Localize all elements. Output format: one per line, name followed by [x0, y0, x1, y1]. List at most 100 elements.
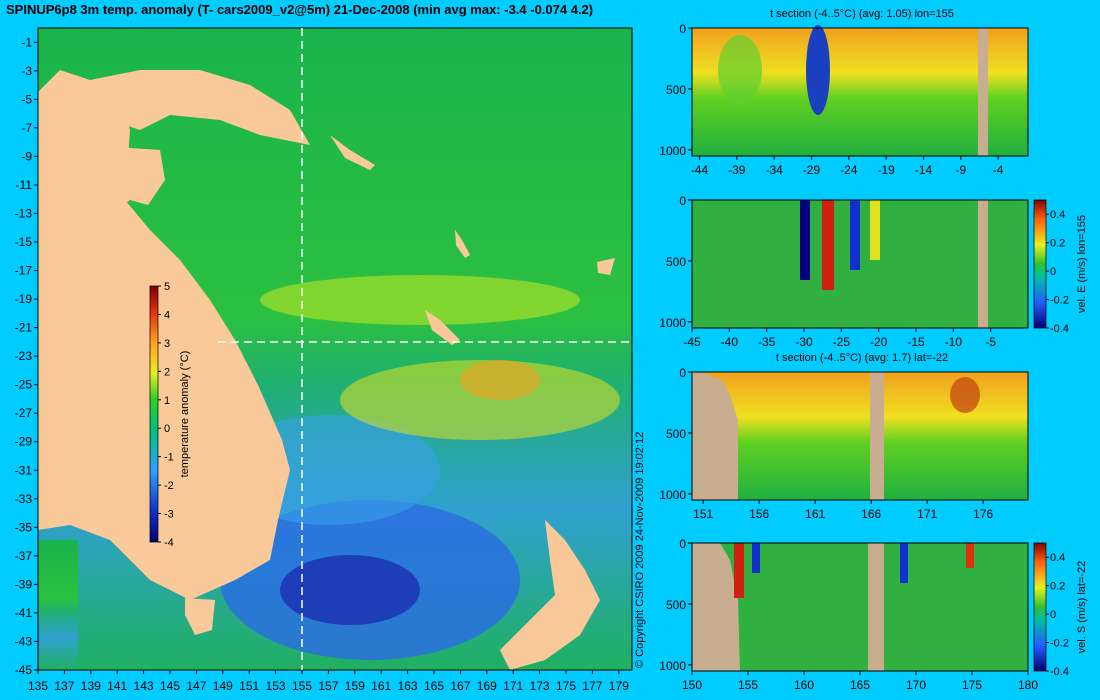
t-section-lon-panel: t section (-4..5°C) (avg: 1.05) lon=155 … — [659, 8, 1029, 177]
t-section-lat-title: t section (-4..5°C) (avg: 1.7) lat=-22 — [776, 352, 948, 364]
section-x-tick-label: -19 — [877, 163, 895, 177]
section-colorbar-tick-label: 0.2 — [1050, 581, 1065, 593]
cold-anomaly-core — [280, 555, 420, 625]
map-y-tick-label: -39 — [15, 577, 33, 591]
section-x-tick-label: -15 — [907, 335, 925, 349]
cold-core-feature — [806, 25, 830, 115]
t-section-lat-x-ticks: 151 156 161 166 171 176 — [693, 500, 994, 521]
t-section-lon-frame — [691, 27, 1029, 157]
section-x-tick-label: -35 — [758, 335, 776, 349]
northward-flow — [966, 543, 974, 568]
map-y-tick-label: -41 — [15, 606, 33, 620]
vel-e-colorbar-ticks: 0.4 0.2 0 -0.2 -0.4 — [1046, 209, 1069, 335]
map-x-tick-label: 147 — [186, 679, 206, 693]
map-y-tick-label: -37 — [15, 549, 33, 563]
southward-flow — [752, 543, 760, 573]
section-x-tick-label: 150 — [682, 678, 702, 692]
map-y-tick-label: -15 — [15, 235, 33, 249]
map-y-tick-label: -11 — [16, 178, 33, 192]
vel-s-colorbar — [1033, 542, 1047, 672]
map-y-tick-label: -45 — [15, 663, 33, 677]
section-x-tick-label: 175 — [962, 678, 982, 692]
section-x-tick-label: 166 — [861, 507, 881, 521]
westward-jet — [800, 200, 810, 280]
map-y-tick-label: -19 — [15, 292, 33, 306]
section-y-tick-label: 0 — [679, 537, 686, 551]
map-y-tick-label: -7 — [21, 121, 32, 135]
t-section-lon-title: t section (-4..5°C) (avg: 1.05) lon=155 — [770, 8, 954, 20]
colorbar-tick-label: -1 — [164, 452, 174, 464]
colorbar-tick-label: -2 — [164, 480, 174, 492]
map-x-tick-label: 167 — [450, 679, 470, 693]
green-column-feature — [718, 35, 762, 105]
eastward-jet — [822, 200, 834, 290]
vel-s-colorbar-ticks: 0.4 0.2 0 -0.2 -0.4 — [1046, 552, 1069, 678]
map-x-tick-label: 137 — [54, 679, 74, 693]
section-x-tick-label: -34 — [765, 163, 783, 177]
map-plot: 135 137 139 141 143 145 147 149 151 153 155 157 159 1… — [15, 27, 633, 693]
map-y-tick-label: -1 — [21, 35, 32, 49]
vel-e-y-ticks: 0 500 1000 — [659, 194, 692, 330]
section-colorbar-tick-label: -0.2 — [1050, 638, 1069, 650]
section-x-tick-label: 155 — [738, 678, 758, 692]
new-guinea-land — [90, 70, 310, 145]
map-x-tick-label: 145 — [160, 679, 180, 693]
t-section-lat-panel: t section (-4..5°C) (avg: 1.7) lat=-22 1… — [659, 352, 1029, 521]
section-x-tick-label: -24 — [840, 163, 858, 177]
vel-e-frame — [691, 199, 1029, 329]
section-x-tick-label: -9 — [955, 163, 966, 177]
map-x-tick-label: 153 — [266, 679, 286, 693]
map-colorbar-ticks: 5 4 3 2 1 0 -1 -2 -3 -4 — [158, 281, 174, 549]
map-y-tick-label: -33 — [15, 492, 33, 506]
section-x-tick-label: 171 — [917, 507, 937, 521]
section-x-tick-label: -40 — [721, 335, 739, 349]
map-y-tick-label: -31 — [15, 463, 33, 477]
section-y-tick-label: 500 — [666, 255, 686, 269]
section-colorbar-tick-label: 0 — [1050, 609, 1056, 621]
section-x-tick-label: 156 — [749, 507, 769, 521]
vanuatu-land — [455, 230, 470, 258]
section-x-tick-label: 165 — [850, 678, 870, 692]
colorbar-tick-label: 2 — [164, 366, 170, 378]
section-x-tick-label: -4 — [993, 163, 1004, 177]
westward-jet-2 — [850, 200, 860, 270]
colorbar-tick-label: 4 — [164, 309, 170, 321]
vel-e-colorbar-label: vel. E (m/s) lon=155 — [1076, 215, 1088, 313]
vel-s-land-gap — [868, 543, 884, 671]
vel-e-panel: vel. E (m/s) lon=155 -45 -40 -35 -30 -25 -20-… — [659, 194, 1088, 349]
map-x-tick-label: 175 — [556, 679, 576, 693]
warm-eddy-band-north — [260, 275, 580, 325]
section-y-tick-label: 0 — [679, 194, 686, 208]
section-y-tick-label: 0 — [679, 366, 686, 380]
section-y-tick-label: 0 — [679, 22, 686, 36]
section-x-tick-label: 176 — [973, 507, 993, 521]
map-x-tick-label: 149 — [213, 679, 233, 693]
map-x-tick-label: 139 — [81, 679, 101, 693]
map-x-tick-label: 151 — [239, 679, 259, 693]
map-y-tick-label: -29 — [15, 435, 33, 449]
section-colorbar-tick-label: 0.2 — [1050, 238, 1065, 250]
section-x-tick-label: -30 — [795, 335, 813, 349]
map-y-tick-label: -23 — [15, 349, 33, 363]
section-land-gap — [978, 28, 988, 156]
map-x-tick-label: 169 — [477, 679, 497, 693]
map-frame — [37, 27, 633, 671]
vel-s-colorbar-label: vel. S (m/s) lat=-22 — [1076, 561, 1088, 654]
section-x-tick-label: 161 — [805, 507, 825, 521]
section-colorbar-tick-label: 0 — [1050, 266, 1056, 278]
vel-s-panel: vel. S (m/s) lat=-22 150 155 160 165 170 175 1… — [659, 537, 1088, 692]
warm-eddy-band — [340, 360, 620, 440]
map-x-tick-label: 157 — [318, 679, 338, 693]
page-title: SPINUP6p8 3m temp. anomaly (T- cars2009_… — [6, 2, 594, 17]
cape-york-land — [90, 145, 165, 215]
section-x-tick-label: 160 — [794, 678, 814, 692]
colorbar-tick-label: 0 — [164, 423, 170, 435]
section-y-tick-label: 1000 — [659, 144, 686, 158]
section-y-tick-label: 500 — [666, 83, 686, 97]
map-y-tick-label: -27 — [15, 406, 33, 420]
map-y-tick-label: -35 — [15, 520, 33, 534]
section-x-tick-label: -20 — [870, 335, 888, 349]
vel-s-continental-slope — [692, 543, 740, 671]
section-x-tick-label: -44 — [691, 163, 709, 177]
